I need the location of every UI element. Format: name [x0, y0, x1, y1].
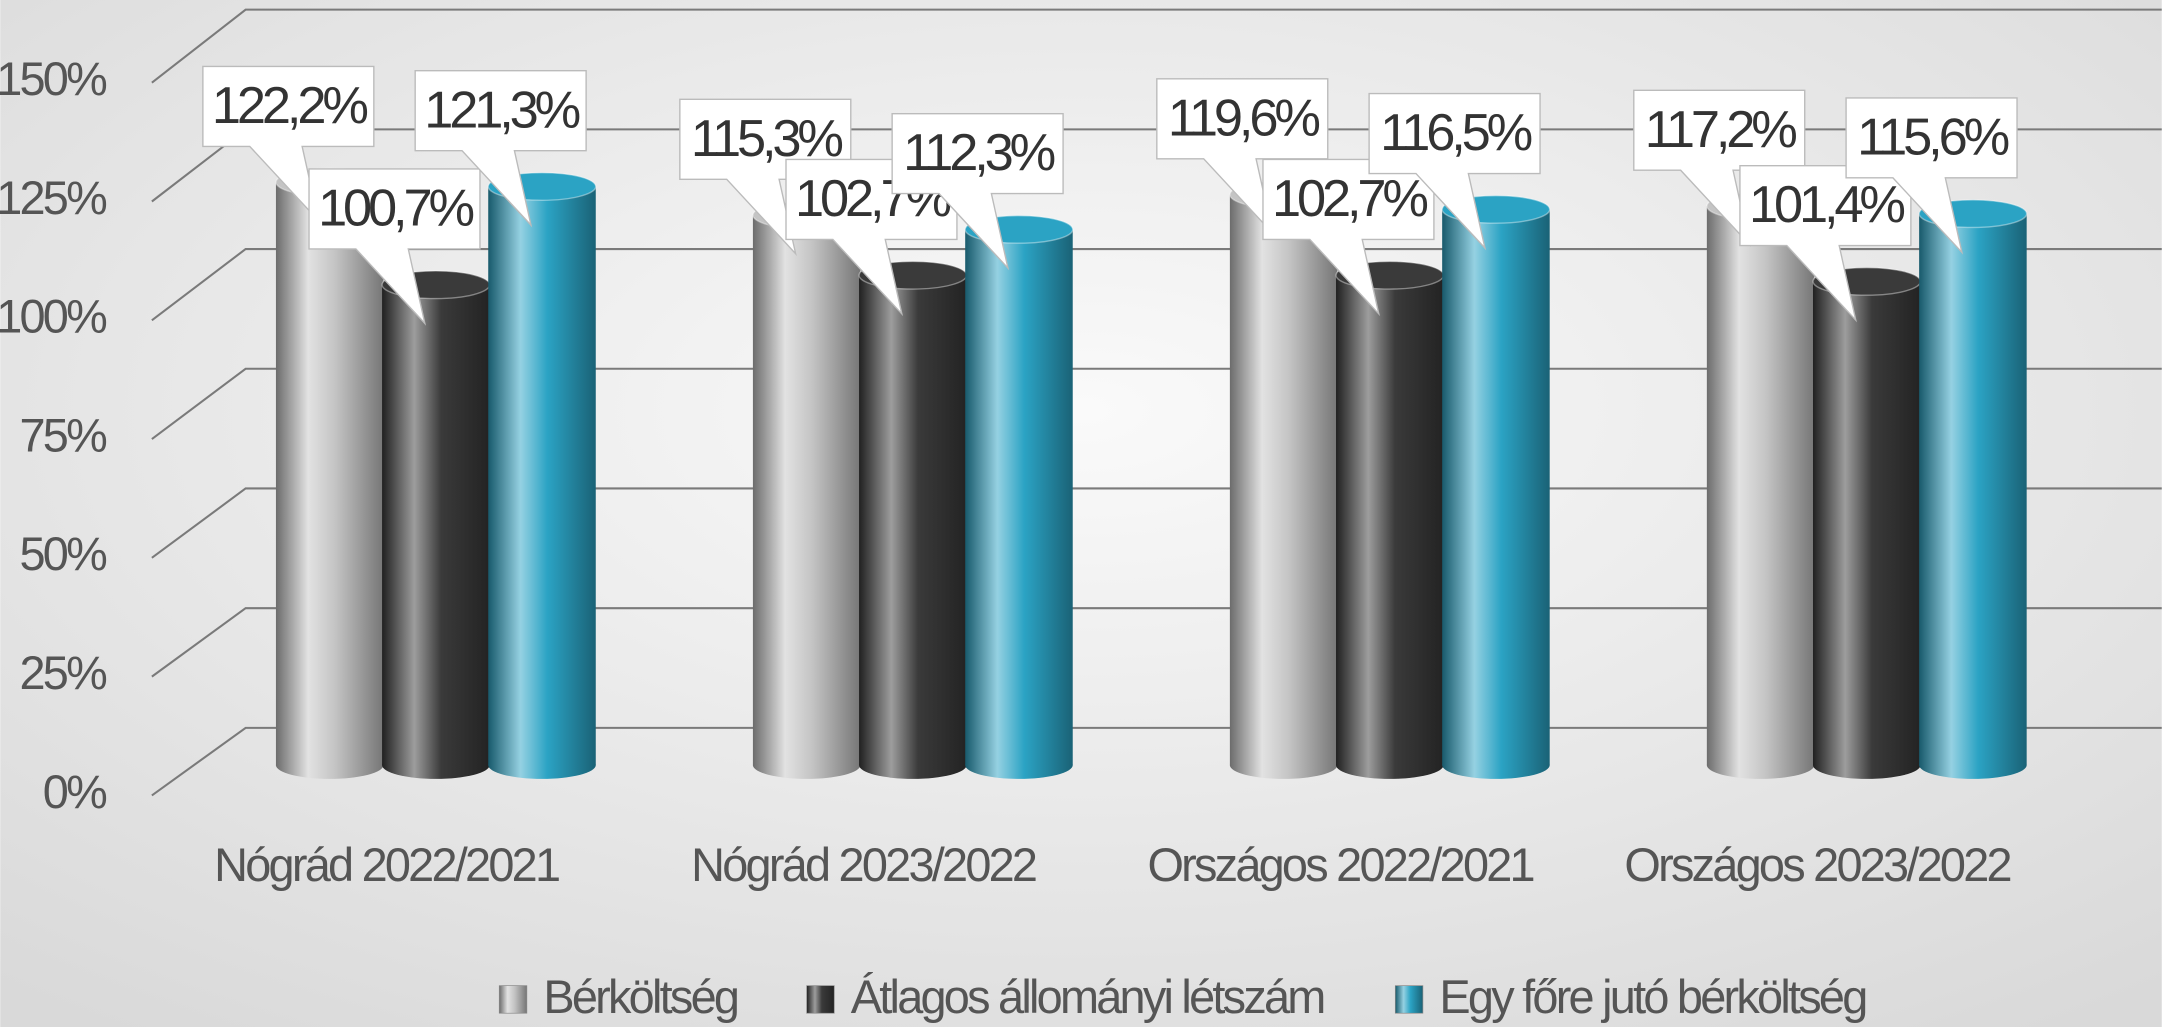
callout: 122,2% — [202, 65, 375, 224]
bar — [1442, 209, 1550, 766]
callout-box — [1368, 92, 1541, 251]
callout: 112,3% — [891, 112, 1064, 271]
callout: 100,7% — [308, 168, 481, 326]
callout: 115,6% — [1845, 97, 2018, 255]
cylinder — [1229, 180, 1339, 779]
bar — [965, 229, 1073, 766]
bar — [275, 182, 384, 766]
y-tick-label: 75% — [19, 409, 106, 461]
callout: 115,3% — [679, 98, 852, 257]
value-label: 101,4% — [1749, 176, 1904, 234]
y-tick-label: 100% — [0, 291, 106, 343]
callout-box — [1845, 97, 2018, 255]
legend-label: Bérköltség — [543, 971, 738, 1023]
value-label: 115,3% — [691, 110, 843, 168]
y-tick-label: 25% — [19, 647, 106, 699]
cylinder — [1812, 266, 1922, 779]
bar — [1919, 213, 2027, 766]
cylinder — [275, 167, 385, 779]
callout: 117,2% — [1633, 89, 1806, 248]
x-tick-label: Nógrád 2023/2022 — [691, 839, 1036, 891]
legend-swatch — [806, 985, 835, 1014]
x-tick-label: Országos 2022/2021 — [1147, 839, 1533, 891]
y-tick-label: 125% — [0, 172, 106, 224]
grid-line — [151, 8, 2162, 84]
value-label: 112,3% — [903, 124, 1055, 182]
callout: 116,5% — [1368, 92, 1541, 251]
cylinder — [752, 200, 862, 779]
callout-box — [891, 112, 1064, 271]
legend-label: Átlagos állományi létszám — [851, 971, 1324, 1023]
y-tick-label: 0% — [43, 766, 106, 818]
cylinder — [381, 270, 491, 779]
callout: 101,4% — [1739, 164, 1912, 323]
callout: 119,6% — [1156, 78, 1329, 236]
bar — [1706, 206, 1815, 766]
callout: 102,7% — [1262, 158, 1435, 317]
value-label: 117,2% — [1645, 101, 1796, 159]
bar — [1812, 281, 1921, 766]
y-tick-label: 150% — [0, 53, 106, 105]
cylinder — [1918, 199, 2028, 779]
y-tick-label: 50% — [19, 528, 106, 580]
bar — [488, 186, 596, 766]
value-label: 121,3% — [424, 81, 579, 139]
value-label: 102,7% — [1272, 170, 1427, 228]
value-label: 116,5% — [1380, 104, 1531, 162]
value-label: 115,6% — [1857, 108, 2009, 166]
cylinder — [964, 214, 1074, 779]
callout: 121,3% — [414, 70, 587, 228]
legend-swatch — [498, 985, 528, 1014]
legend-swatch — [1394, 985, 1424, 1014]
callout-box — [414, 70, 587, 228]
bar — [1229, 194, 1338, 766]
cylinder — [858, 260, 968, 779]
cylinder — [1706, 191, 1816, 779]
cylinder — [487, 172, 597, 779]
bar — [859, 275, 967, 766]
x-tick-label: Nógrád 2022/2021 — [214, 839, 559, 891]
cylinder — [1441, 194, 1551, 779]
value-label: 100,7% — [318, 180, 473, 238]
bar — [752, 215, 861, 766]
bar — [382, 284, 490, 766]
cylinder — [1335, 260, 1445, 779]
bar — [1336, 275, 1444, 766]
value-label: 119,6% — [1168, 89, 1320, 147]
x-tick-label: Országos 2023/2022 — [1624, 839, 2010, 891]
value-label: 122,2% — [212, 77, 367, 135]
callout-box — [308, 168, 481, 326]
legend-label: Egy főre jutó bérköltség — [1439, 971, 1866, 1023]
